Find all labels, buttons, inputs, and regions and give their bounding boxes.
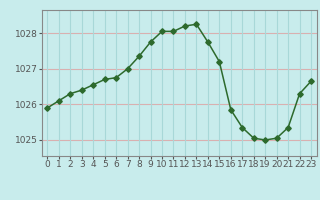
Text: Graphe pression niveau de la mer (hPa): Graphe pression niveau de la mer (hPa) [32,181,288,191]
